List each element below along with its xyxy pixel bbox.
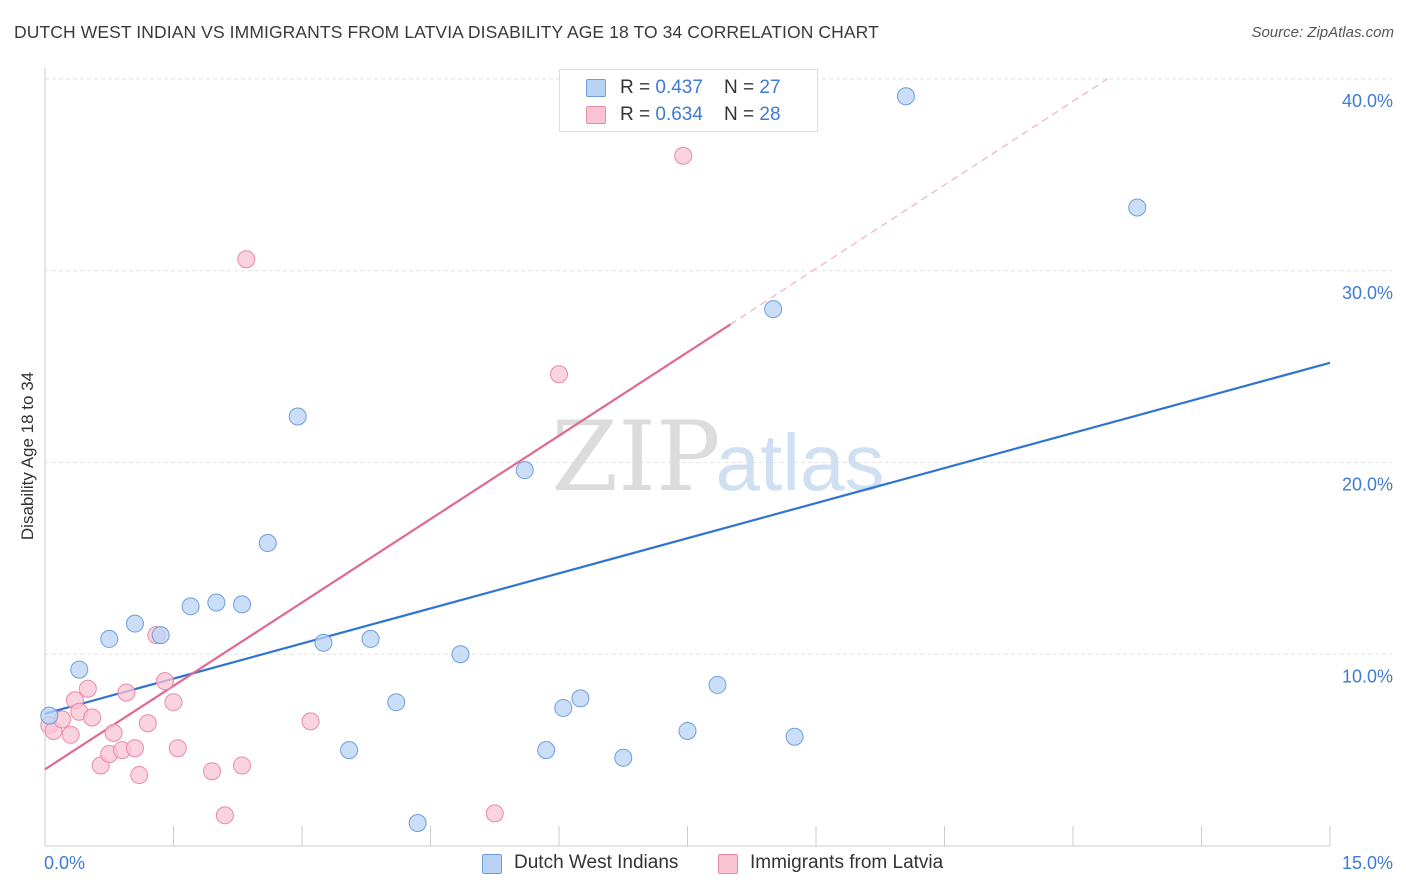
data-point-pink bbox=[237, 250, 256, 269]
watermark-zip: ZIP bbox=[551, 401, 720, 513]
data-point-blue bbox=[258, 534, 277, 553]
data-point-blue bbox=[537, 741, 556, 760]
data-point-blue bbox=[785, 727, 804, 746]
legend-n-label: N = bbox=[724, 104, 760, 125]
data-point-blue bbox=[314, 633, 333, 652]
series-label-pink: Immigrants from Latvia bbox=[750, 852, 944, 873]
data-point-blue bbox=[571, 689, 590, 708]
legend-swatch-blue bbox=[586, 79, 606, 97]
series-swatch-pink bbox=[718, 854, 738, 874]
data-point-pink bbox=[485, 804, 504, 823]
data-point-blue bbox=[207, 593, 226, 612]
legend-r-value: 0.437 bbox=[655, 77, 703, 98]
y-tick-label: 30.0% bbox=[1342, 283, 1393, 303]
data-point-pink bbox=[104, 723, 123, 742]
data-point-blue bbox=[361, 629, 380, 648]
data-point-pink bbox=[168, 739, 187, 758]
data-point-pink bbox=[61, 725, 80, 744]
data-point-blue bbox=[896, 87, 915, 106]
data-point-blue bbox=[70, 660, 89, 679]
trend-line-pink bbox=[44, 323, 731, 771]
data-point-blue bbox=[614, 748, 633, 767]
y-tick-label: 40.0% bbox=[1342, 91, 1393, 111]
data-point-blue bbox=[764, 300, 783, 319]
data-point-blue bbox=[233, 595, 252, 614]
data-point-pink bbox=[78, 679, 97, 698]
legend-r-label: R = bbox=[620, 104, 656, 125]
chart-title: DUTCH WEST INDIAN VS IMMIGRANTS FROM LAT… bbox=[14, 22, 879, 42]
data-point-pink bbox=[233, 756, 252, 775]
data-point-blue bbox=[1128, 198, 1147, 217]
legend-n-value: 28 bbox=[759, 104, 781, 125]
data-point-pink bbox=[155, 672, 174, 691]
stats-legend: R = 0.437 N = 27 R = 0.634 N = 28 bbox=[559, 69, 818, 132]
data-point-pink bbox=[138, 714, 157, 733]
data-point-blue bbox=[181, 597, 200, 616]
data-point-pink bbox=[125, 739, 144, 758]
data-point-blue bbox=[340, 741, 359, 760]
data-point-pink bbox=[203, 762, 222, 781]
data-point-pink bbox=[83, 708, 102, 727]
trend-line-blue bbox=[44, 361, 1331, 715]
series-swatch-blue bbox=[482, 854, 502, 874]
data-point-blue bbox=[451, 645, 470, 664]
series-label-blue: Dutch West Indians bbox=[514, 852, 679, 873]
data-point-blue bbox=[678, 721, 697, 740]
data-point-blue bbox=[151, 626, 170, 645]
data-point-blue bbox=[40, 706, 59, 725]
data-point-blue bbox=[100, 629, 119, 648]
data-point-blue bbox=[515, 461, 534, 480]
trend-line-pink-extension bbox=[730, 78, 1108, 325]
watermark-atlas: atlas bbox=[716, 418, 885, 507]
data-point-pink bbox=[164, 693, 183, 712]
x-tick-label: 0.0% bbox=[44, 853, 85, 873]
data-point-pink bbox=[674, 146, 693, 165]
data-point-pink bbox=[301, 712, 320, 731]
data-point-blue bbox=[554, 698, 573, 717]
legend-n-label: N = bbox=[724, 77, 760, 98]
data-point-blue bbox=[288, 407, 307, 426]
y-tick-label: 20.0% bbox=[1342, 475, 1393, 495]
legend-r-value: 0.634 bbox=[655, 104, 703, 125]
legend-r-label: R = bbox=[620, 77, 656, 98]
data-point-blue bbox=[708, 675, 727, 694]
legend-n-value: 27 bbox=[759, 77, 781, 98]
y-tick-label: 10.0% bbox=[1342, 666, 1393, 686]
data-point-blue bbox=[387, 693, 406, 712]
data-point-blue bbox=[408, 813, 427, 832]
data-point-pink bbox=[550, 365, 568, 384]
legend-swatch-pink bbox=[586, 106, 606, 124]
y-axis-title: Disability Age 18 to 34 bbox=[18, 371, 37, 541]
data-point-pink bbox=[130, 766, 149, 785]
x-tick-label: 15.0% bbox=[1342, 853, 1393, 873]
data-point-blue bbox=[125, 614, 144, 633]
data-point-pink bbox=[117, 683, 136, 702]
data-point-pink bbox=[215, 806, 234, 825]
chart-source: Source: ZipAtlas.com bbox=[1251, 24, 1394, 41]
